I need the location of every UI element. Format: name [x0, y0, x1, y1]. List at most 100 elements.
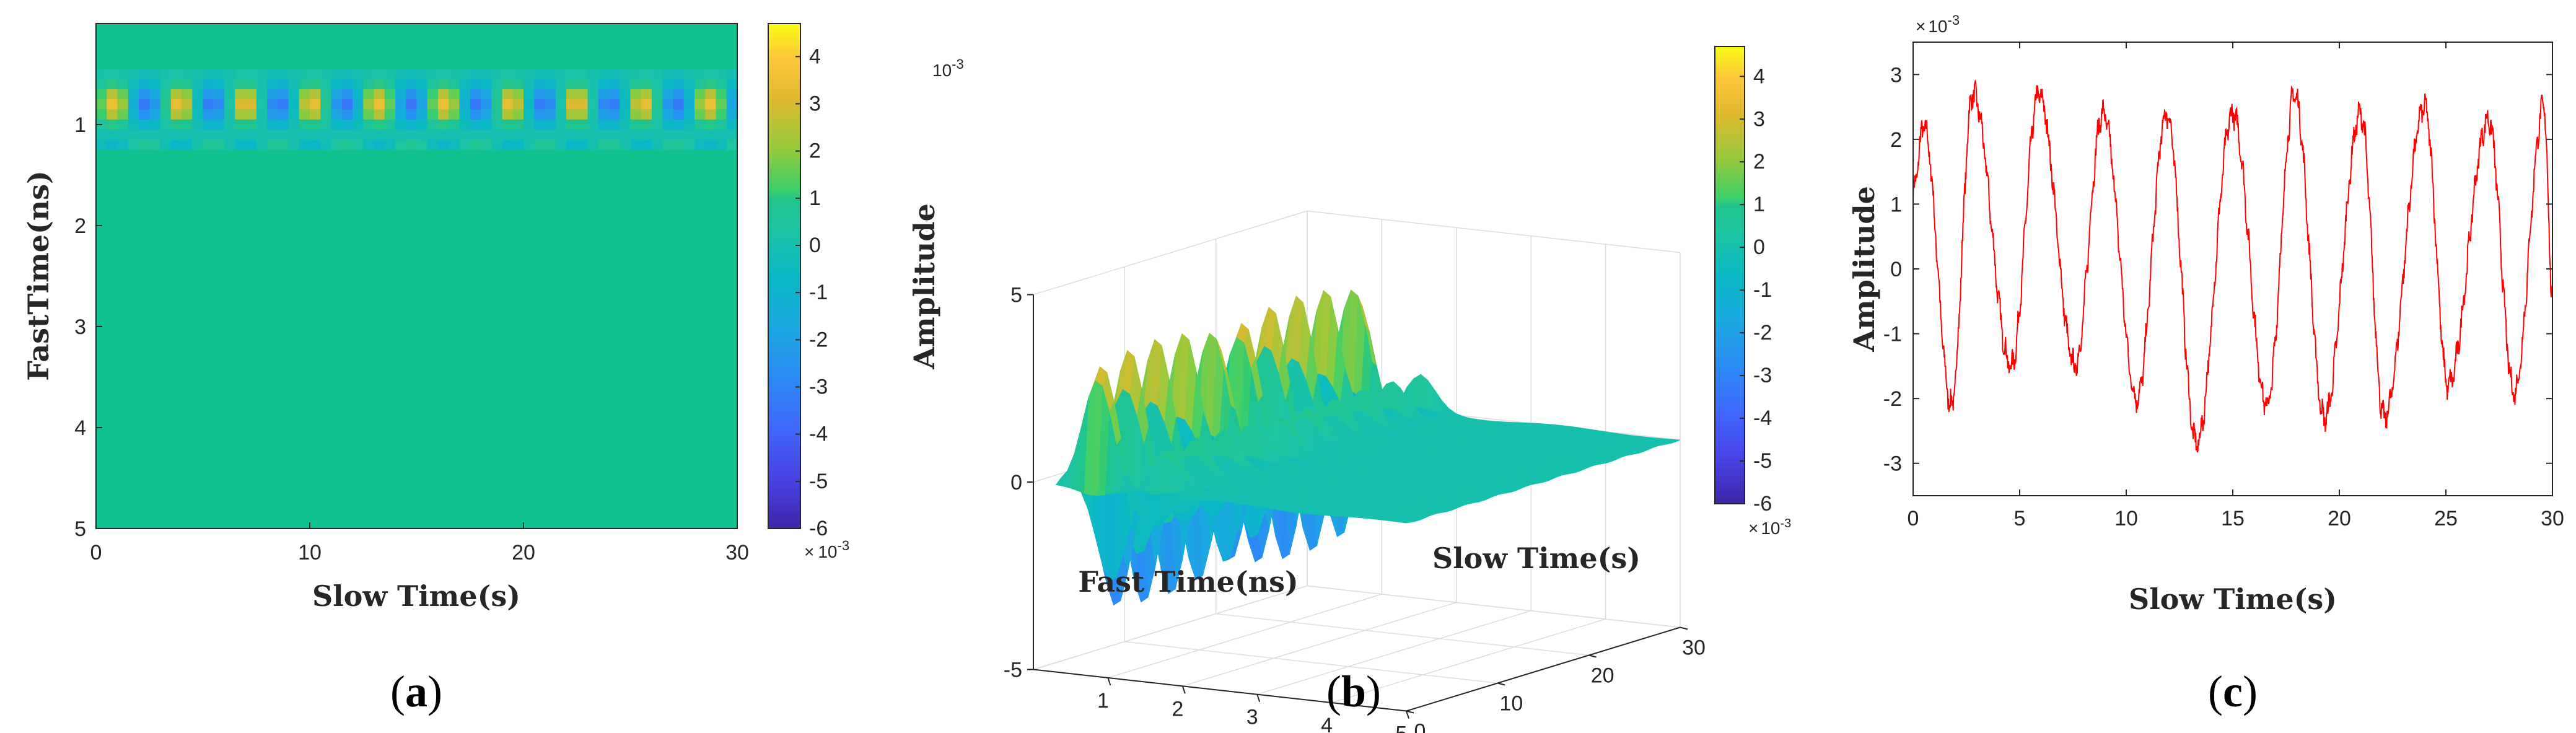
heatmap-cell: [288, 89, 300, 100]
heatmap-cell: [502, 79, 514, 90]
heatmap-cell: [149, 89, 160, 100]
heatmap-cell: [363, 119, 374, 130]
heatmap-cell: [662, 109, 673, 120]
heatmap-cell: [170, 99, 182, 110]
heatmap-cell: [384, 119, 396, 130]
heatmap-cell: [609, 89, 620, 100]
heatmap-cell: [267, 119, 278, 130]
heatmap-cell: [630, 79, 642, 90]
heatmap-cell: [481, 99, 492, 110]
heatmap-cell: [609, 109, 620, 120]
heatmap-cell: [363, 89, 374, 100]
heatmap-cell: [160, 89, 172, 100]
heatmap-cell: [694, 119, 706, 130]
heatmap-cell: [555, 99, 567, 110]
heatmap-cell: [170, 79, 182, 90]
heatmap-cell: [160, 69, 172, 80]
heatmap-cell: [416, 109, 428, 120]
heatmap-cell: [224, 129, 235, 140]
heatmap-cell: [502, 89, 514, 100]
heatmap-cell: [235, 139, 246, 151]
colorbar-tick-label: 0: [1753, 235, 1765, 259]
colorbar-tick-label: 1: [809, 187, 821, 210]
colorbar-b-ticks: 4 3 2 1 0 -1 -2 -3 -4 -5 -6: [1740, 64, 1772, 516]
y-tick-label: 1: [74, 113, 86, 137]
heatmap-cell: [566, 89, 577, 100]
heatmap-x-axis-label: Slow Time(s): [312, 579, 520, 613]
line-series: [1912, 80, 2553, 453]
heatmap-cell: [481, 79, 492, 90]
heatmap-cell: [288, 99, 300, 110]
surface-mesh: [1055, 289, 1681, 606]
heatmap-cell: [149, 119, 160, 130]
heatmap-cell: [213, 69, 225, 80]
x-tick-mark: [1256, 694, 1261, 703]
heatmap-cell: [427, 139, 439, 151]
heatmap-cell: [459, 79, 471, 90]
z-tick-label: -5: [1004, 659, 1022, 682]
heatmap-cell: [267, 129, 278, 140]
heatmap-cell: [353, 109, 364, 120]
heatmap-cell: [96, 99, 107, 110]
heatmap-cell: [566, 69, 577, 80]
heatmap-cell: [107, 69, 118, 80]
x-tick-mark: [1406, 711, 1409, 719]
heatmap-cell: [117, 99, 129, 110]
heatmap-frame: [95, 23, 738, 529]
heatmap-cell: [395, 89, 406, 100]
heatmap-cell: [192, 79, 203, 90]
y-tick-mark: [1680, 626, 1688, 630]
heatmap-cell: [630, 129, 642, 140]
heatmap-cell: [107, 79, 118, 90]
heatmap-cell: [620, 129, 631, 140]
heatmap-cell: [320, 69, 331, 80]
colorbar-tick-label: -3: [1753, 364, 1772, 387]
wall-grid-line: [1307, 210, 1681, 253]
line-y-exponent: × 10-3: [1916, 12, 1960, 36]
heatmap-cell: [384, 129, 396, 140]
heatmap-cell: [683, 129, 695, 140]
heatmap-cell: [449, 119, 460, 130]
heatmap-cell: [299, 109, 310, 120]
wall-grid-line: [1307, 585, 1681, 628]
heatmap-cell: [203, 89, 214, 100]
heatmap-cell: [683, 139, 695, 151]
colorbar-tick-label: -5: [1753, 449, 1772, 473]
heatmap-cell: [726, 99, 738, 110]
heatmap-cell: [139, 69, 150, 80]
y-tick-label: 0: [1414, 720, 1426, 733]
heatmap-cell: [652, 99, 663, 110]
heatmap-cell: [620, 69, 631, 80]
heatmap-cell: [310, 69, 321, 80]
heatmap-cell: [609, 139, 620, 151]
heatmap-cell: [288, 109, 300, 120]
heatmap-cell: [96, 89, 107, 100]
heatmap-cell: [726, 89, 738, 100]
colorbar-tick-label: -2: [809, 328, 828, 351]
heatmap-cell: [299, 139, 310, 151]
heatmap-cell: [213, 109, 225, 120]
heatmap-cell: [117, 89, 129, 100]
heatmap-cell: [395, 109, 406, 120]
heatmap-cell: [213, 89, 225, 100]
heatmap-cell: [406, 129, 417, 140]
heatmap-cell: [512, 119, 524, 130]
heatmap-cell: [128, 99, 139, 110]
heatmap-cell: [524, 109, 535, 120]
heatmap-cell: [694, 69, 706, 80]
heatmap-cell: [502, 99, 514, 110]
heatmap-cell: [577, 69, 588, 80]
heatmap-cell: [555, 69, 567, 80]
heatmap-cell: [224, 79, 235, 90]
heatmap-cell: [427, 129, 439, 140]
heatmap-cell: [587, 109, 599, 120]
heatmap-cell: [577, 129, 588, 140]
heatmap-cell: [609, 129, 620, 140]
heatmap-cell: [256, 99, 268, 110]
heatmap-cell: [694, 129, 706, 140]
heatmap-cell: [449, 69, 460, 80]
colorbar-tick-label: 4: [809, 45, 821, 68]
heatmap-cell: [299, 99, 310, 110]
x-tick-label: 1: [1097, 689, 1109, 713]
heatmap-cell: [587, 139, 599, 151]
